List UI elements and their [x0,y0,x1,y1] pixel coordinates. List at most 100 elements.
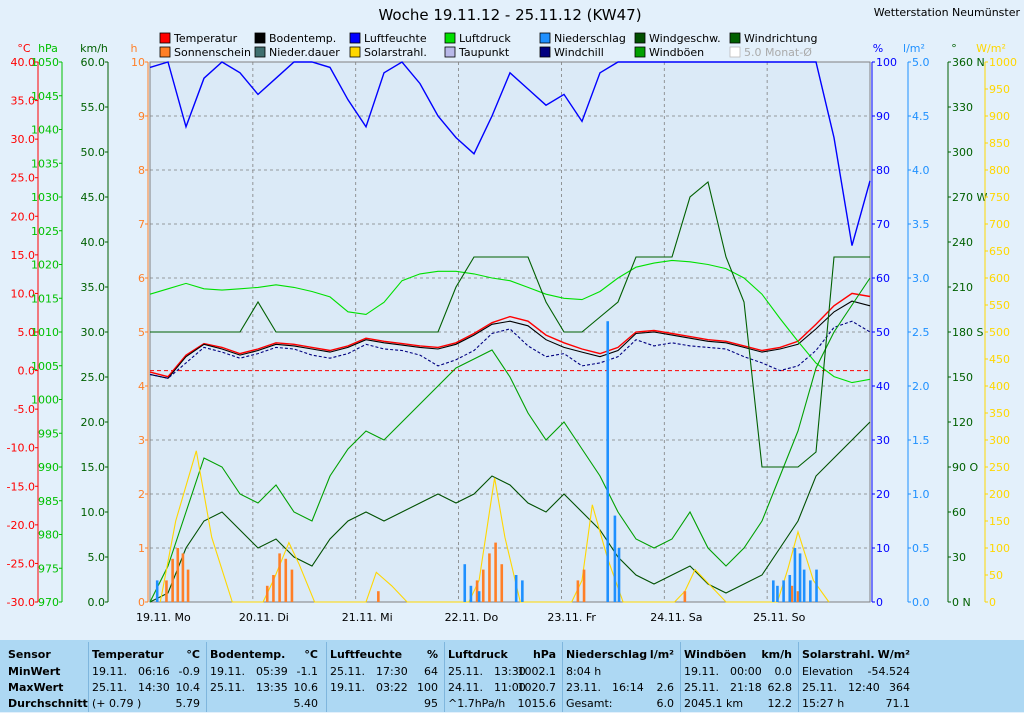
axis-tick-label: 500 [989,326,1010,339]
stats-cell: ^1.7hPa/h [448,697,506,710]
stats-cell: 1002.1 [517,665,557,678]
axis-tick-label: 300 [989,434,1010,447]
stats-row: 8:04 h [566,665,674,681]
bar-niederschlag [606,321,610,602]
axis-tick-label: 4 [138,380,145,393]
x-label: 22.11. Do [445,611,499,624]
legend-swatch [254,46,266,58]
axis-tick-label: 270 W [952,191,987,204]
axis-unit: °C [17,42,31,55]
stats-cell: 100 [417,681,438,694]
bar-sonnenschein [265,585,269,602]
bar-sonnenschein [186,569,190,602]
bar-sonnenschein [683,591,687,602]
stats-row: 15:27 h 71.1 [802,697,910,713]
stats-row: 25.11. 12:40 364 [802,681,910,697]
axis-tick-label: 40.0 [11,56,36,69]
legend-label: 5.0 Monat-Ø [744,46,812,59]
axis-tick-label: 210 [952,281,973,294]
series-bodentemp [149,300,871,379]
axis-tick-label: 1020 [31,259,59,272]
axis-tick-label: 3.0 [912,272,930,285]
stats-row: (+ 0.79 ) 5.79 [92,697,200,713]
axis-tick-label: 1015 [31,292,59,305]
axis-tick-label: -20.0 [7,519,35,532]
statistics-table: Sensor MinWert MaxWert Durchschnitt Temperat… [0,640,1024,712]
stats-cell: 25.11. [330,665,365,678]
stats-row: 25.11. 17:30 64 [330,665,438,681]
stats-unit: l/m² [649,648,674,661]
bar-sonnenschein [181,553,185,602]
legend-label: Niederschlag [554,32,626,45]
stats-cell: -54.524 [867,665,910,678]
axis-tick-label: 400 [989,380,1010,393]
legend-label: Luftfeuchte [364,32,427,45]
axis-tick-label: 8 [138,164,145,177]
axis-tick-label: 50 [876,326,890,339]
stats-column: Luftdruck hPa 25.11. 13:30 1002.1 24.11. 11:00… [448,642,560,712]
axis-tick-label: 450 [989,353,1010,366]
axis-tick-label: 650 [989,245,1010,258]
axis-tick-label: 1030 [31,191,59,204]
stats-cell: 21:18 [730,681,762,694]
bar-niederschlag [798,553,802,602]
stats-row: 19.11. 03:22 100 [330,681,438,697]
axis-tick-label: 30.0 [81,326,106,339]
stats-row: 23.11. 16:14 2.6 [566,681,674,697]
stats-cell: 13:35 [256,681,288,694]
stats-cell: -1.1 [296,665,318,678]
legend-swatch [159,32,171,44]
axis-tick-label: 5.0 [18,326,36,339]
axis-tick-label: 20 [876,488,890,501]
stats-header: Niederschlag [566,648,648,661]
legend-label: Solarstrahl. [364,46,427,59]
axis-tick-label: 120 [952,416,973,429]
stats-cell: 19.11. [92,665,127,678]
bar-niederschlag [782,580,785,602]
stats-cell: MaxWert [8,681,64,694]
stats-cell: -0.9 [178,665,200,678]
axis-tick-label: 1 [138,542,145,555]
stats-cell: 00:00 [730,665,762,678]
stats-cell: 14:30 [138,681,170,694]
axis-tick-label: 1025 [31,225,59,238]
stats-cell: 19.11. [330,681,365,694]
stats-cell: 19.11. [684,665,719,678]
bar-sonnenschein [278,553,281,602]
stats-cell: Elevation [802,665,854,678]
axis-tick-label: 3 [138,434,145,447]
stats-cell: 12.2 [767,697,793,710]
axis-unit: ° [951,42,957,55]
bar-niederschlag [477,591,481,602]
legend-label: Taupunkt [458,46,510,59]
legend-label: Bodentemp. [269,32,336,45]
axis-tick-label: 0 [876,596,883,609]
stats-cell: 15:27 h [802,697,845,710]
axis-tick-label: 150 [989,515,1010,528]
x-label: 21.11. Mi [342,611,393,624]
axis-tick-label: 15.0 [11,249,36,262]
bar-niederschlag [815,569,818,602]
stats-row: Elevation -54.524 [802,665,910,681]
stats-cell: 1020.7 [517,681,557,694]
axis-tick-label: 6 [138,272,145,285]
stats-row: ^1.7hPa/h 1015.6 [448,697,556,713]
axis-tick-label: 0 [989,596,996,609]
stats-column: Luftfeuchte% 25.11. 17:30 64 19.11. 03:22 100 9… [330,642,442,712]
stats-column: Windböen km/h 19.11. 00:00 0.0 25.11. 21:18 62.… [684,642,796,712]
x-label: 25.11. So [753,611,805,624]
stats-cell: 95 [424,697,438,710]
axis-tick-label: 35.0 [11,95,36,108]
stats-header: Luftdruck [448,648,508,661]
axis-tick-label: 15.0 [81,461,106,474]
axis-tick-label: 1050 [31,56,59,69]
stats-cell: 5.40 [293,697,319,710]
stats-unit: km/h [761,648,792,661]
axis-tick-label: 0.0 [912,596,930,609]
series-luftdruck [149,259,871,384]
stats-unit: % [426,648,438,661]
stats-row: 25.11. 13:35 10.6 [210,681,318,697]
stats-column: Sensor MinWert MaxWert Durchschnitt [8,642,88,712]
stats-cell: Durchschnitt [8,697,88,710]
bar-niederschlag [776,585,779,602]
